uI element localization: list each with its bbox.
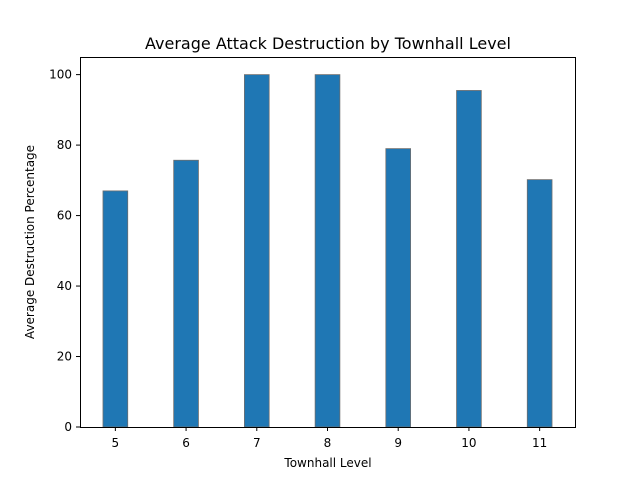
chart-title: Average Attack Destruction by Townhall L… [145, 34, 511, 53]
y-axis-label: Average Destruction Percentage [23, 145, 37, 339]
plot-frame [80, 57, 576, 428]
x-tick-label-7: 7 [253, 436, 261, 450]
y-tick-label-100: 100 [49, 68, 72, 82]
y-tick-label-20: 20 [57, 350, 72, 364]
y-axis-ticks: 0 20 40 60 80 100 [49, 68, 80, 434]
bars-group [102, 74, 553, 428]
bar-th-11 [526, 179, 553, 428]
bar-th-5 [102, 190, 129, 428]
bar-th-10 [456, 90, 482, 428]
bar-th-8 [314, 74, 341, 428]
y-tick-label-0: 0 [64, 420, 72, 434]
x-tick-label-5: 5 [112, 436, 120, 450]
bar-th-7 [244, 74, 270, 428]
y-tick-label-80: 80 [57, 138, 72, 152]
bar-th-9 [385, 148, 411, 428]
x-tick-label-8: 8 [324, 436, 332, 450]
x-tick-label-10: 10 [461, 436, 476, 450]
bar-th-6 [173, 159, 199, 428]
x-tick-label-9: 9 [394, 436, 402, 450]
y-tick-label-60: 60 [57, 209, 72, 223]
x-tick-label-6: 6 [182, 436, 190, 450]
y-tick-label-40: 40 [57, 279, 72, 293]
x-axis-label: Townhall Level [283, 456, 371, 470]
x-tick-label-11: 11 [532, 436, 547, 450]
